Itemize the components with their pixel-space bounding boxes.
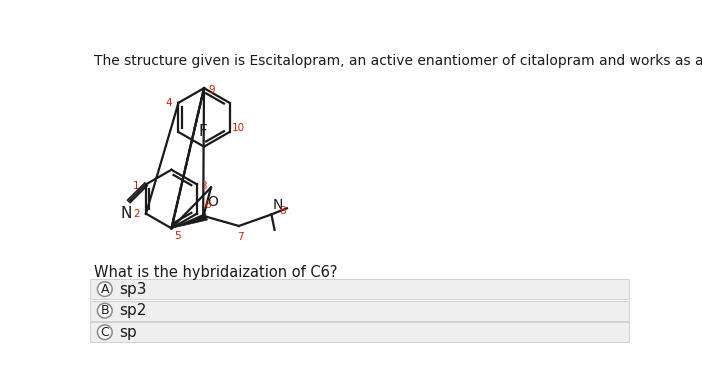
Text: N: N bbox=[273, 198, 284, 212]
Text: The structure given is Escitalopram, an active enantiomer of citalopram and work: The structure given is Escitalopram, an … bbox=[94, 54, 702, 68]
Text: sp3: sp3 bbox=[119, 282, 146, 296]
Text: 6: 6 bbox=[204, 200, 211, 210]
Text: N: N bbox=[120, 206, 131, 221]
Text: 8: 8 bbox=[279, 206, 286, 216]
Circle shape bbox=[98, 282, 112, 296]
Text: sp2: sp2 bbox=[119, 303, 146, 318]
Text: sp: sp bbox=[119, 325, 136, 340]
FancyBboxPatch shape bbox=[90, 301, 629, 320]
Text: 2: 2 bbox=[133, 209, 140, 219]
Text: A: A bbox=[100, 282, 109, 296]
FancyBboxPatch shape bbox=[90, 322, 629, 342]
Text: C: C bbox=[100, 326, 110, 339]
Text: What is the hybridaization of C6?: What is the hybridaization of C6? bbox=[94, 265, 338, 280]
Circle shape bbox=[98, 325, 112, 340]
Text: 7: 7 bbox=[237, 232, 244, 242]
Circle shape bbox=[98, 303, 112, 318]
Text: B: B bbox=[100, 304, 109, 317]
Text: 3: 3 bbox=[200, 181, 206, 191]
FancyBboxPatch shape bbox=[90, 279, 629, 299]
Text: 5: 5 bbox=[175, 231, 181, 241]
Text: 9: 9 bbox=[208, 85, 216, 95]
Text: 10: 10 bbox=[232, 123, 245, 133]
Text: 1: 1 bbox=[133, 181, 140, 191]
Polygon shape bbox=[171, 213, 207, 228]
Text: O: O bbox=[207, 195, 218, 209]
Text: F: F bbox=[198, 124, 207, 139]
Text: 4: 4 bbox=[166, 98, 172, 108]
